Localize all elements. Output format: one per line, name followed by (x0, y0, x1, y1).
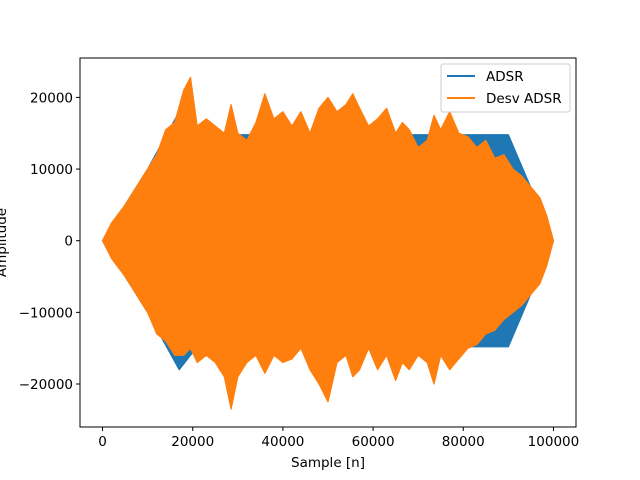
x-tick-label: 60000 (352, 434, 395, 450)
legend: ADSR Desv ADSR (440, 63, 571, 113)
y-tick-label: 20000 (30, 90, 73, 106)
x-tick-label: 100000 (528, 434, 580, 450)
y-axis-ticks: −20000 −10000 0 10000 20000 (19, 90, 80, 393)
series-area-2 (101, 76, 555, 410)
axes-frame (79, 57, 577, 428)
y-axis-label: Amplitude (0, 208, 10, 277)
x-axis-label: Sample [n] (291, 455, 365, 471)
plot-area-series (101, 76, 555, 410)
x-tick-label: 0 (98, 434, 107, 450)
x-tick-label: 20000 (171, 434, 214, 450)
x-axis-ticks: 0 20000 40000 60000 80000 100000 (98, 427, 579, 450)
y-tick-label: 10000 (30, 162, 73, 178)
y-tick-label: −20000 (19, 377, 73, 393)
legend-label: Desv ADSR (486, 91, 562, 107)
x-tick-label: 80000 (442, 434, 485, 450)
x-tick-label: 40000 (261, 434, 304, 450)
legend-label: ADSR (486, 69, 524, 85)
y-tick-label: −10000 (19, 305, 73, 321)
y-tick-label: 0 (64, 234, 73, 250)
